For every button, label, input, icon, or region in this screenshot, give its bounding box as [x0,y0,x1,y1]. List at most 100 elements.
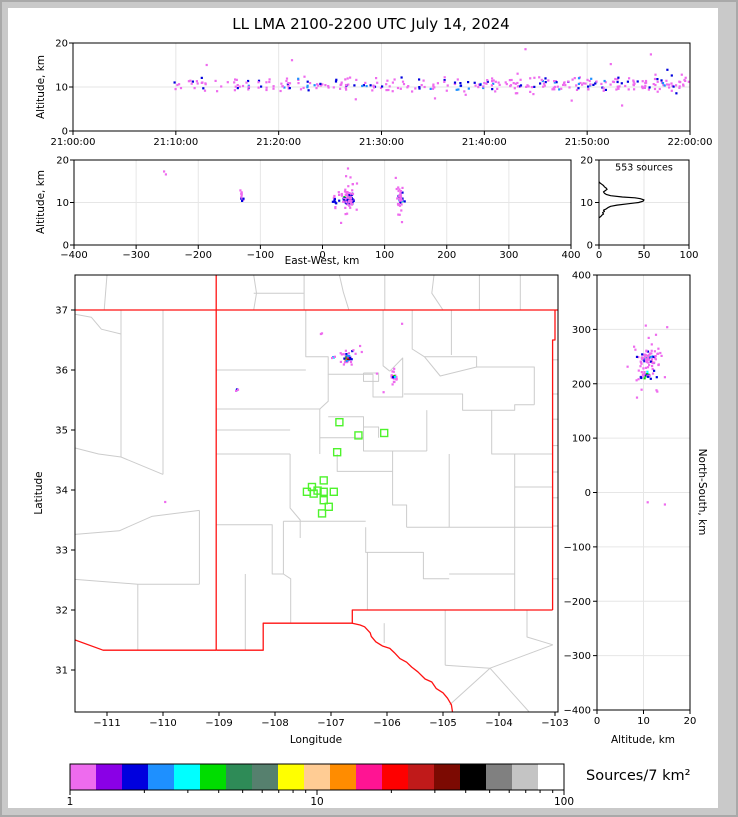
svg-text:100: 100 [554,796,574,808]
svg-text:1: 1 [67,796,74,808]
svg-text:10: 10 [310,796,323,808]
svg-text:−300: −300 [122,250,149,261]
svg-text:300: 300 [572,325,591,336]
ns-altitude-panel [597,274,690,711]
svg-text:10: 10 [580,198,593,209]
svg-text:−109: −109 [205,718,232,729]
station-square-marker [354,431,363,440]
svg-text:36: 36 [55,366,68,377]
svg-text:−100: −100 [247,250,274,261]
svg-text:10: 10 [637,716,650,727]
svg-text:10: 10 [56,198,69,209]
svg-text:100: 100 [679,250,698,261]
svg-text:0: 0 [319,250,325,261]
svg-text:−400: −400 [564,706,591,717]
svg-text:−100: −100 [564,542,591,553]
svg-text:0: 0 [587,241,593,252]
map-axes: −111 −110 −109 −108 −107 −106 −105 −104 −103 31 32… [55,306,568,730]
svg-text:−400: −400 [60,250,87,261]
figure-background [8,8,718,808]
svg-text:20: 20 [684,716,697,727]
ew-panel-ylabel: Altitude, km [35,169,47,235]
county-boundaries [75,275,558,712]
svg-text:−103: −103 [541,718,568,729]
state-borders [75,275,558,712]
svg-text:22:00:00: 22:00:00 [668,137,713,148]
svg-text:0: 0 [585,488,591,499]
svg-text:−200: −200 [564,597,591,608]
lma-station-markers [302,418,389,518]
svg-text:−105: −105 [429,718,456,729]
station-square-marker [313,486,322,495]
svg-text:50: 50 [638,250,651,261]
station-square-marker [335,418,344,427]
svg-text:20: 20 [580,156,593,167]
svg-text:31: 31 [55,666,68,677]
station-square-marker [380,428,389,438]
svg-text:−300: −300 [564,651,591,662]
svg-text:0: 0 [63,241,69,252]
svg-text:35: 35 [55,426,68,437]
station-square-marker [319,476,328,485]
ew-panel-xlabel: East-West, km [284,255,360,267]
svg-text:34: 34 [55,486,68,497]
svg-text:21:50:00: 21:50:00 [565,137,610,148]
colorbar-label: Sources/7 km² [586,768,691,784]
map-xlabel: Longitude [289,734,343,746]
svg-text:20: 20 [56,156,69,167]
svg-text:0: 0 [596,250,602,261]
svg-text:−200: −200 [185,250,212,261]
svg-text:100: 100 [572,434,591,445]
svg-text:−110: −110 [149,718,176,729]
svg-text:32: 32 [55,606,68,617]
ew-panel-axes: −400 −300 −200 −100 0 100 200 300 400 0 10 20 [56,156,580,262]
svg-text:400: 400 [572,271,591,282]
time-altitude-points [173,48,690,107]
station-square-marker [317,509,327,518]
station-square-marker [302,487,312,496]
svg-text:−106: −106 [373,718,400,729]
altitude-histogram-panel [598,160,689,245]
map-ylabel: Latitude [33,471,45,515]
svg-text:−108: −108 [261,718,288,729]
station-square-marker [324,502,333,511]
station-square-marker [319,496,328,505]
svg-text:20: 20 [55,39,68,50]
svg-text:300: 300 [499,250,518,261]
time-panel-axes: 21:00:00 21:10:00 21:20:00 21:30:00 21:40:00… [51,39,713,149]
svg-text:0: 0 [594,716,600,727]
svg-text:10: 10 [55,83,68,94]
svg-text:21:30:00: 21:30:00 [359,137,404,148]
svg-text:21:10:00: 21:10:00 [153,137,198,148]
ns-panel-xlabel: Altitude, km [610,734,676,746]
svg-text:−107: −107 [317,718,344,729]
svg-text:21:40:00: 21:40:00 [462,137,507,148]
svg-text:200: 200 [437,250,456,261]
ns-altitude-points [626,324,669,506]
station-square-marker [332,448,342,457]
svg-text:37: 37 [55,306,68,317]
svg-text:−104: −104 [485,718,512,729]
hist-annotation: 553 sources [615,162,673,174]
time-panel-ylabel: Altitude, km [35,54,47,120]
svg-text:0: 0 [62,127,68,138]
map-source-points [164,322,404,504]
svg-text:100: 100 [375,250,394,261]
svg-text:400: 400 [561,250,580,261]
svg-text:21:00:00: 21:00:00 [51,137,96,148]
svg-text:33: 33 [55,546,68,557]
svg-text:200: 200 [572,379,591,390]
density-colorbar: 1 10 100 [67,763,574,808]
ew-altitude-points [163,167,406,224]
station-square-marker [329,487,338,496]
plot-title: LL LMA 2100-2200 UTC July 14, 2024 [232,15,510,33]
svg-text:−111: −111 [93,718,120,729]
ew-altitude-panel [73,160,572,245]
ns-panel-ylabel: North-South, km [696,448,708,536]
map-frame [74,274,559,713]
station-square-marker [319,487,328,496]
svg-text:21:20:00: 21:20:00 [256,137,301,148]
